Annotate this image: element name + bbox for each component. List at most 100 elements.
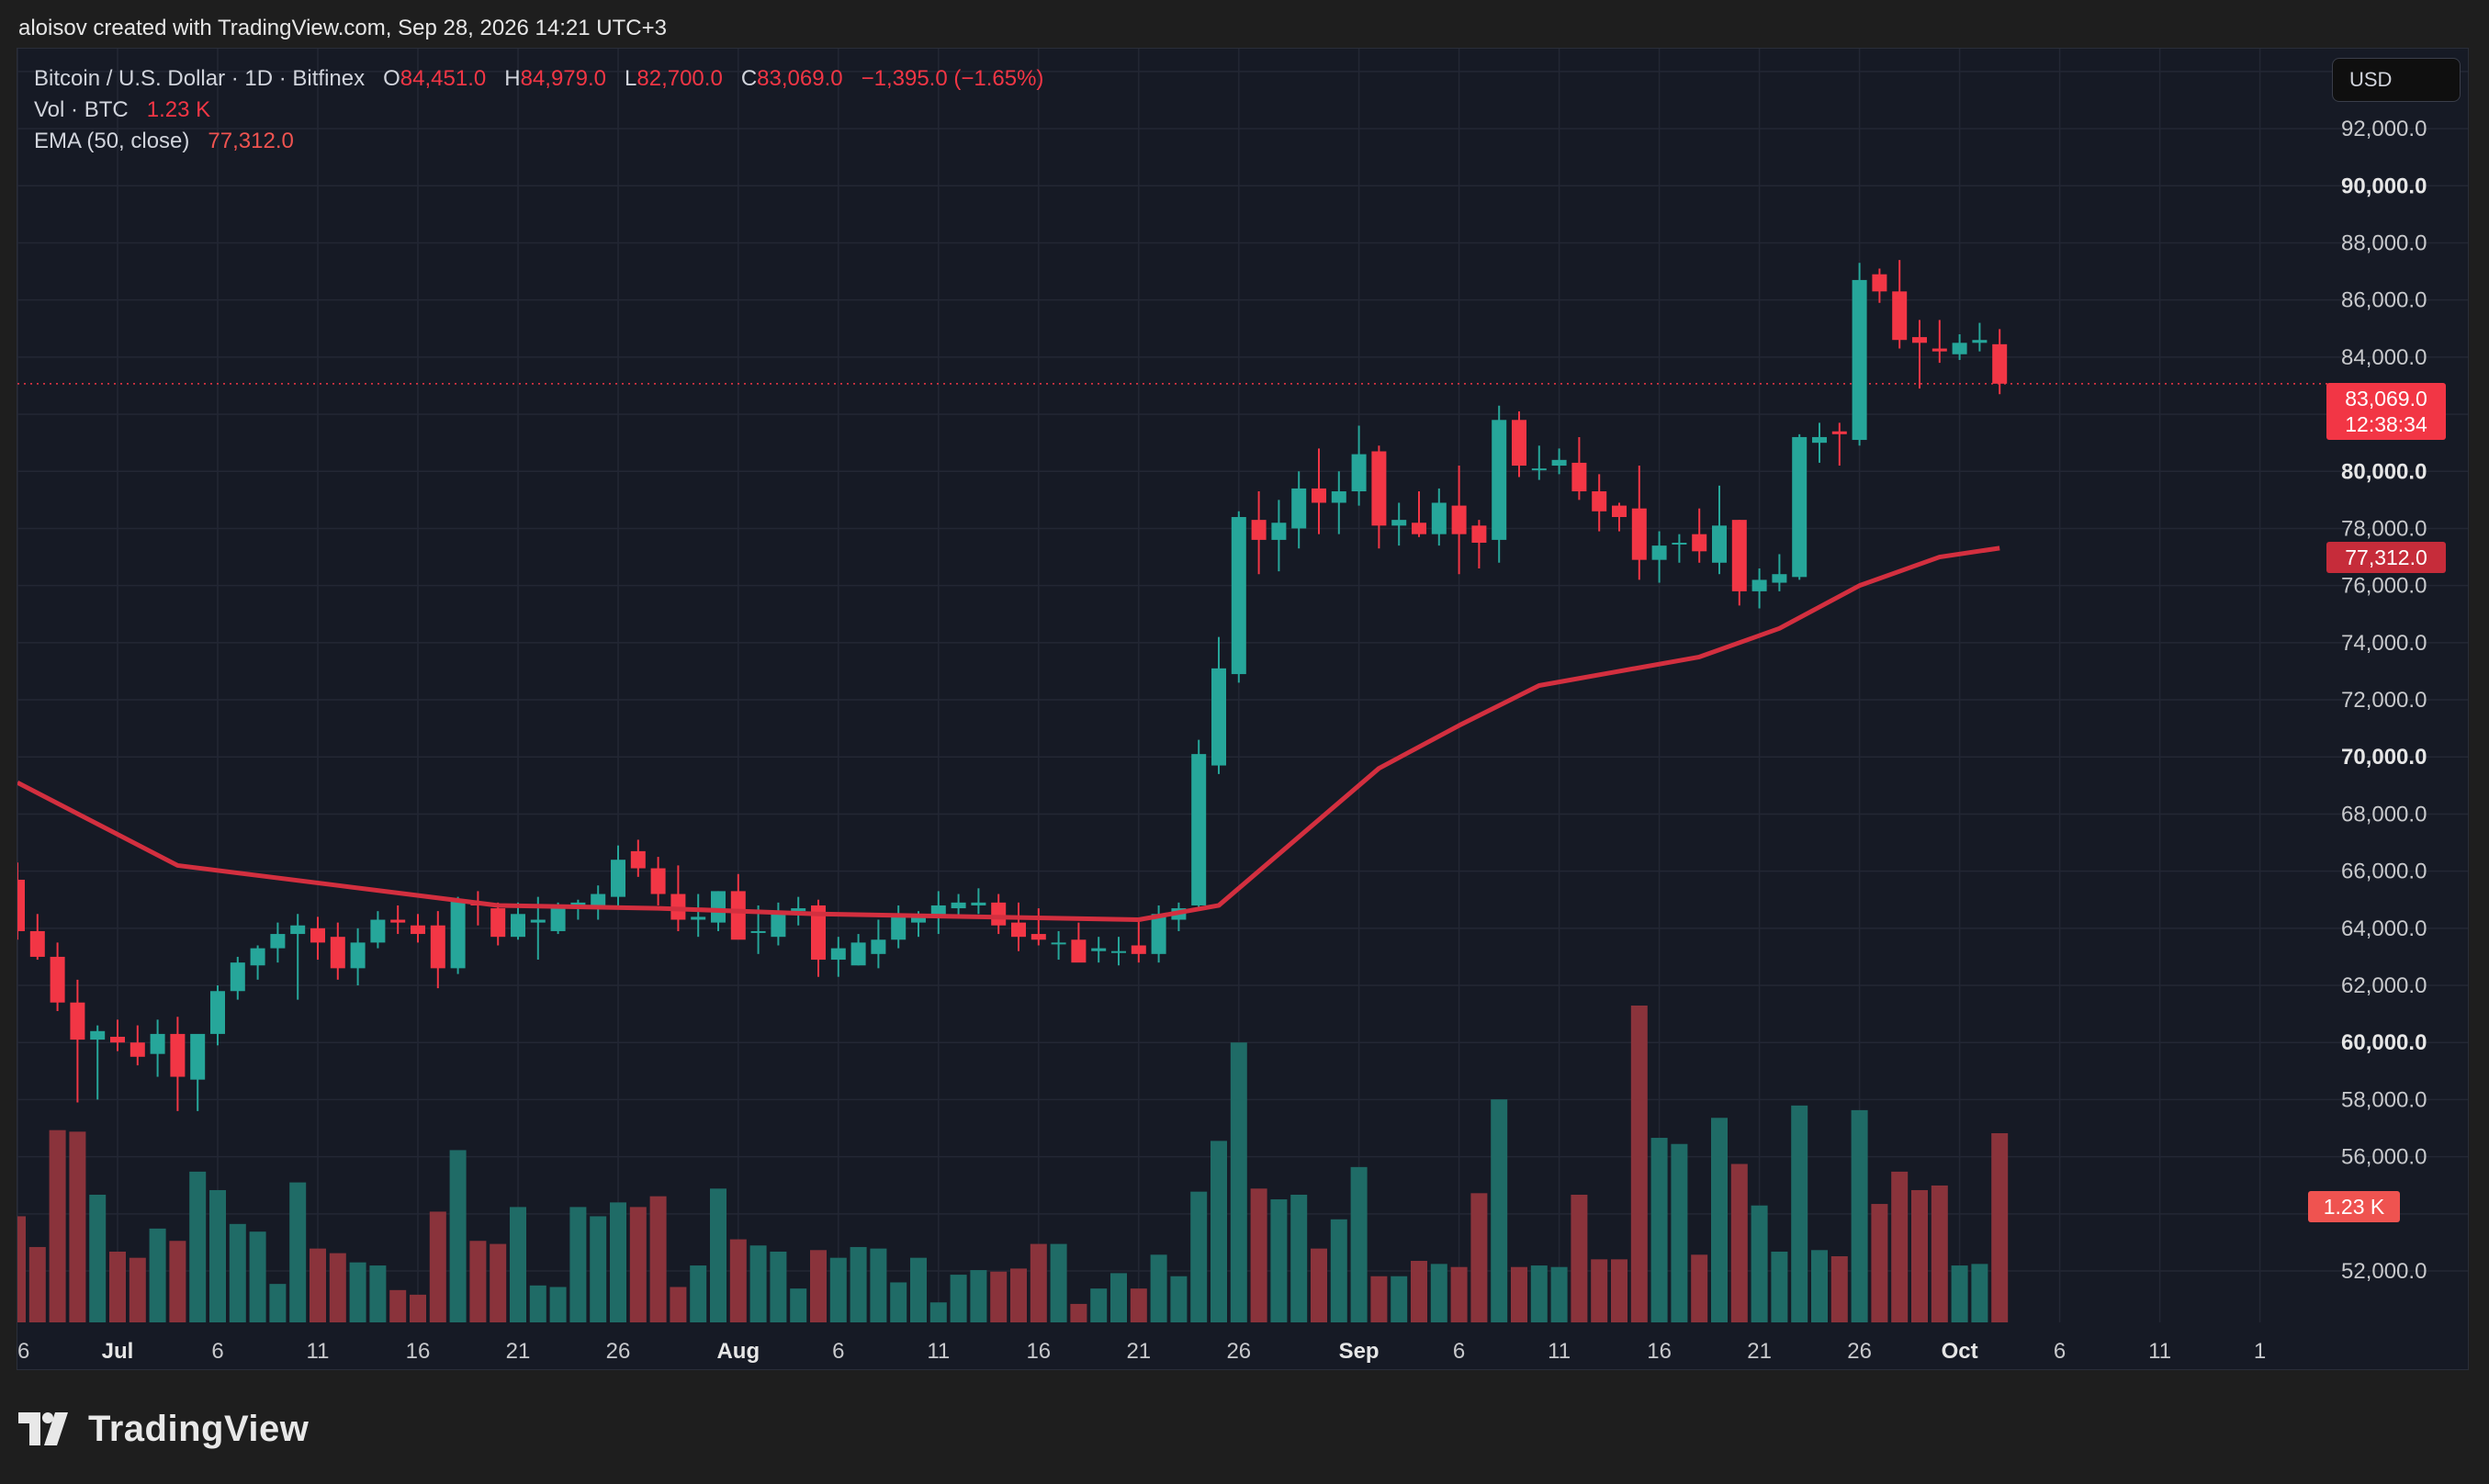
- price-chart[interactable]: 92,000.0 90,000.0 88,000.0 86,000.0 84,000.0…: [17, 49, 2468, 1369]
- symbol-name[interactable]: Bitcoin / U.S. Dollar · 1D · Bitfinex: [34, 66, 366, 91]
- price-axis-label: 64,000.0: [2341, 916, 2427, 941]
- volume-bar: [1811, 1250, 1828, 1322]
- candle-body: [791, 908, 806, 912]
- open-label: O: [383, 66, 400, 91]
- candle-body: [310, 928, 325, 943]
- volume-bar: [1230, 1042, 1247, 1322]
- chart-credit: aloisov created with TradingView.com, Se…: [18, 16, 667, 40]
- price-axis-label: 52,000.0: [2341, 1259, 2427, 1284]
- candle-body: [1251, 520, 1267, 540]
- candle-body: [1451, 505, 1467, 534]
- candle-body: [150, 1033, 165, 1054]
- volume-bar: [1511, 1266, 1527, 1322]
- candle-body: [70, 1002, 85, 1040]
- volume-bar: [28, 1246, 46, 1322]
- candle-body: [871, 939, 886, 954]
- price-axis-label: 70,000.0: [2341, 745, 2427, 770]
- time-axis-label: 6: [1453, 1339, 1465, 1364]
- low-value: 82,700.0: [636, 66, 723, 91]
- volume-bar: [189, 1171, 207, 1322]
- price-axis-label: 86,000.0: [2341, 288, 2427, 313]
- volume-bar: [1951, 1265, 1968, 1322]
- candle-body: [490, 908, 506, 938]
- price-axis-label: 92,000.0: [2341, 117, 2427, 141]
- time-axis-label: 6: [211, 1339, 223, 1364]
- candle-body: [411, 925, 425, 935]
- volume-bar: [569, 1207, 587, 1322]
- candle-body: [891, 916, 907, 940]
- brand-name: TradingView: [88, 1408, 310, 1449]
- volume-bar: [1691, 1254, 1708, 1322]
- volume-bar: [1891, 1171, 1909, 1322]
- time-axis-label: 26: [1847, 1339, 1872, 1364]
- volume-bar: [1070, 1303, 1087, 1322]
- price-axis-label: 58,000.0: [2341, 1087, 2427, 1112]
- candle-body: [290, 925, 306, 935]
- ema-label[interactable]: EMA (50, close): [34, 129, 190, 153]
- price-axis-label: 68,000.0: [2341, 802, 2427, 826]
- candle-body: [611, 860, 625, 897]
- volume-bar: [1470, 1193, 1488, 1322]
- volume-bar: [1911, 1189, 1928, 1322]
- volume-bar: [1370, 1276, 1388, 1322]
- time-axis-label: 11: [2148, 1339, 2171, 1364]
- candle-body: [330, 937, 345, 969]
- volume-bar: [510, 1207, 526, 1322]
- candle-body: [1211, 668, 1226, 766]
- volume-bar: [1931, 1185, 1948, 1322]
- candle-body: [1872, 274, 1887, 292]
- volume-bar: [49, 1130, 66, 1322]
- tradingview-logo[interactable]: TradingView: [18, 1403, 309, 1455]
- close-value: 83,069.0: [757, 66, 843, 91]
- candle-body: [1751, 579, 1767, 591]
- volume-bar: [249, 1231, 266, 1322]
- volume-bar: [169, 1241, 186, 1322]
- volume-bar: [410, 1294, 426, 1322]
- volume-bar: [109, 1251, 126, 1322]
- time-axis-label: 21: [1126, 1339, 1151, 1364]
- volume-bar: [1270, 1199, 1288, 1322]
- candle-body: [370, 919, 386, 943]
- change-value: −1,395.0 (−1.65%): [861, 66, 1044, 91]
- candle-body: [1932, 348, 1947, 352]
- time-axis-label: 16: [1026, 1339, 1051, 1364]
- volume-bar: [1110, 1273, 1127, 1322]
- volume-bar: [89, 1194, 107, 1322]
- candle-body: [210, 991, 225, 1034]
- time-axis-label: 11: [307, 1339, 330, 1364]
- candle-body: [550, 908, 566, 931]
- time-axis-label: 16: [1647, 1339, 1672, 1364]
- volume-bar: [1211, 1141, 1227, 1322]
- price-axis-label: 66,000.0: [2341, 860, 2427, 884]
- volume-bar: [1751, 1205, 1768, 1322]
- currency-button[interactable]: USD: [2332, 58, 2461, 102]
- volume-bar: [749, 1245, 767, 1322]
- candle-body: [591, 894, 606, 905]
- candle-body: [1972, 340, 1988, 343]
- volume-bar: [1450, 1266, 1468, 1322]
- volume-bar: [1650, 1138, 1668, 1322]
- candle-body: [1651, 545, 1667, 560]
- volume-bar: [590, 1216, 607, 1322]
- volume-bar: [349, 1262, 366, 1322]
- candle-body: [1412, 523, 1426, 534]
- candle-body: [50, 956, 65, 1003]
- candle-body: [811, 905, 826, 961]
- volume-label[interactable]: Vol · BTC: [34, 97, 129, 122]
- volume-bar: [1830, 1255, 1848, 1322]
- candle-body: [691, 916, 706, 920]
- volume-bar: [829, 1257, 847, 1322]
- chart-panel[interactable]: 92,000.0 90,000.0 88,000.0 86,000.0 84,000.0…: [17, 48, 2469, 1370]
- time-axis-label: 6: [832, 1339, 844, 1364]
- candle-body: [430, 925, 445, 969]
- price-axis: 92,000.0 90,000.0 88,000.0 86,000.0 84,000.0…: [2341, 117, 2427, 1284]
- volume-bar: [1391, 1276, 1408, 1322]
- candle-body: [1672, 543, 1687, 545]
- volume-bar: [1090, 1288, 1108, 1322]
- candle-body: [1612, 505, 1627, 518]
- candles: [17, 260, 2008, 1111]
- time-axis-label: 11: [1548, 1339, 1571, 1364]
- price-axis-label: 74,000.0: [2341, 631, 2427, 656]
- volume-bar: [1671, 1143, 1688, 1322]
- volume-bar: [529, 1285, 546, 1322]
